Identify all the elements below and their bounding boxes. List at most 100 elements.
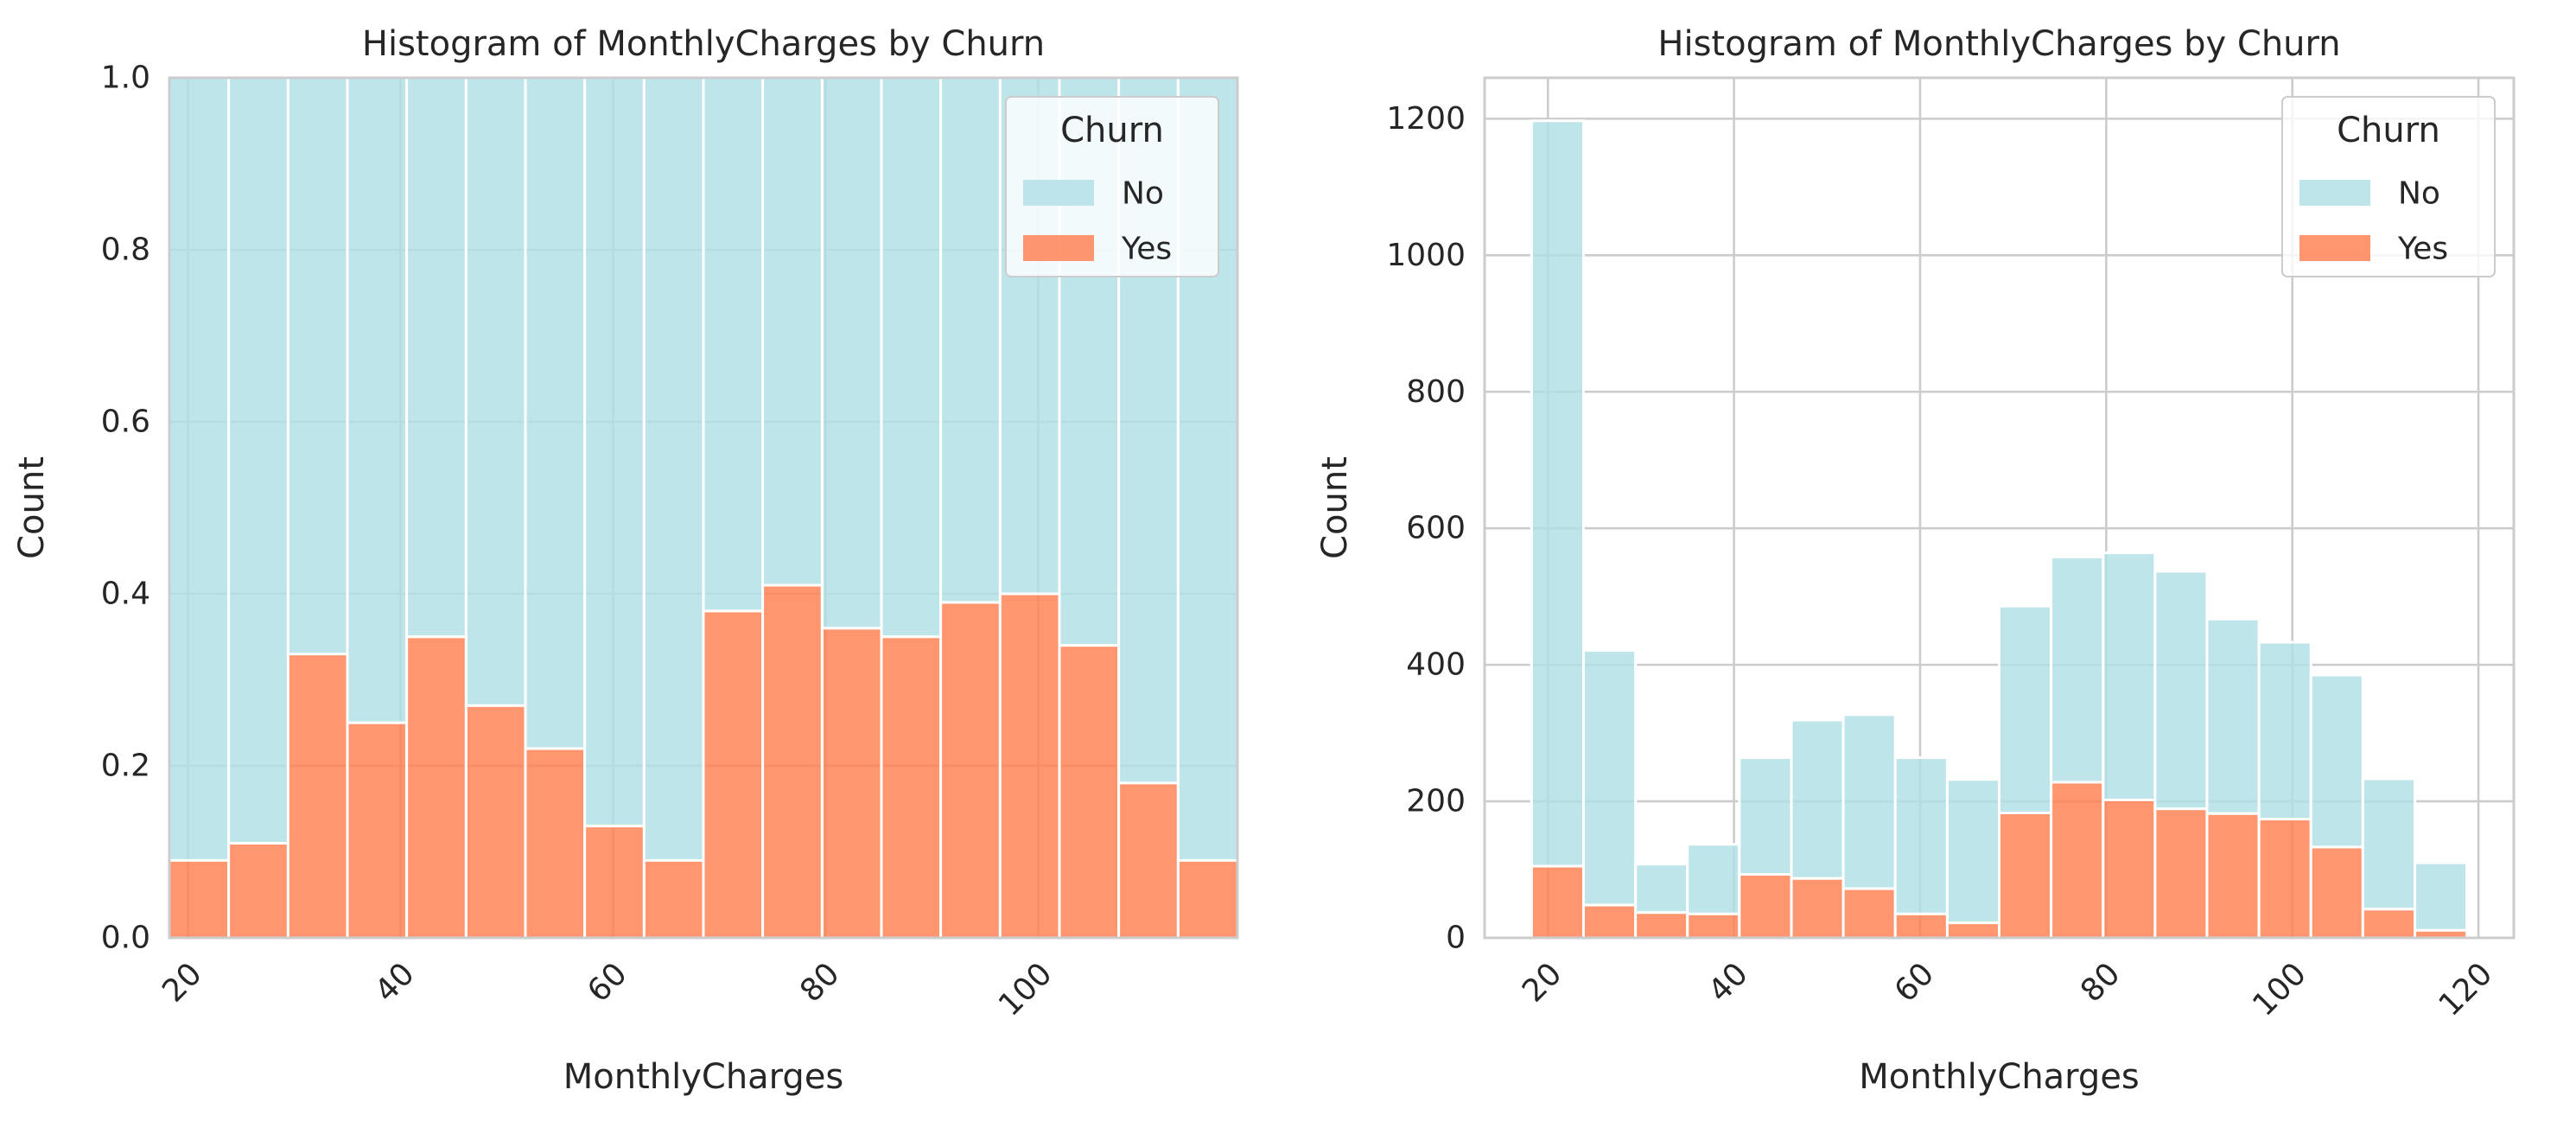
bar-yes [1058,644,1121,940]
y-tick-label: 600 [1406,511,1466,546]
bar-no [1790,718,1845,880]
y-tick-label: 200 [1406,784,1466,819]
y-tick-label: 0.6 [101,405,150,440]
bar-no [1841,713,1897,890]
bar-yes [1790,876,1845,940]
bar-yes [820,627,883,940]
y-tick-label: 0.4 [101,577,150,612]
bar-yes [2205,812,2261,940]
bars [1530,119,2469,940]
bar-no [524,76,587,750]
bar-yes [168,858,231,940]
y-tick-labels: 0.0 0.2 0.4 0.6 0.8 1.0 [101,61,150,956]
bar-yes [998,592,1061,940]
bar-yes [1945,921,2001,940]
legend-label-no: No [1122,176,1164,212]
bar-yes [405,635,467,940]
axes-frame [168,76,1239,940]
x-axis-label: MonthlyCharges [1859,1057,2140,1097]
bar-yes [1998,811,2053,940]
bar-yes [1117,781,1180,940]
y-tick-label: 0.2 [101,749,150,784]
legend-swatch-yes [2299,235,2370,261]
bar-yes [1738,873,1793,940]
bar-yes [2102,798,2157,940]
x-axis-label: MonthlyCharges [563,1057,844,1097]
bar-no [2050,555,2105,784]
bar-no [1530,119,1585,868]
legend-box [2281,96,2496,277]
bar-no [286,76,349,656]
bar-yes [1581,903,1638,940]
x-tick-label: 80 [2074,956,2127,1009]
bar-yes [702,609,765,940]
bar-no [2153,570,2209,811]
axes-frame [1483,76,2516,940]
bar-no [1634,863,1689,915]
y-tick-label: 1000 [1386,238,1466,273]
bar-no [1738,756,1793,876]
y-tick-labels: 0 200 400 600 800 1000 1200 [1386,101,1466,956]
bars [168,76,1239,940]
legend: Churn No Yes [2281,96,2496,277]
bar-yes [286,653,349,940]
bar-yes [2257,818,2312,940]
bar-yes [1686,912,1741,940]
y-tick-label: 0.0 [101,921,150,956]
bar-yes [1176,858,1239,940]
bar-yes [464,704,527,940]
bar-no [346,76,409,724]
bar-yes [2361,908,2417,940]
bar-yes [1841,887,1897,940]
bar-yes [2050,781,2105,940]
bar-no [1581,649,1638,907]
bar-yes [346,721,409,940]
x-tick-labels: 20 40 60 80 100 120 [1516,956,2499,1023]
bar-no [464,76,527,707]
bar-yes [1893,912,1949,940]
y-axis-label: Count [1315,456,1355,559]
y-tick-label: 0 [1446,921,1466,956]
y-tick-label: 1.0 [101,61,150,96]
bar-no [2257,640,2312,821]
bar-no [702,76,765,613]
legend-label-yes: Yes [1121,232,1172,267]
x-tick-label: 100 [992,956,1059,1023]
bar-no [1998,604,2053,814]
bar-no [1686,843,1741,915]
bar-no [1893,756,1949,915]
bar-yes [761,583,824,940]
x-tick-label: 40 [1701,956,1754,1009]
bar-no [2361,777,2417,911]
x-tick-label: 40 [368,956,421,1009]
bar-no [820,76,883,630]
y-tick-label: 0.8 [101,233,150,268]
legend-title: Churn [2337,111,2440,150]
x-tick-label: 20 [1516,956,1568,1009]
bar-yes [939,601,1002,940]
y-tick-label: 1200 [1386,101,1466,137]
bar-yes [642,858,705,940]
bar-no [227,76,289,845]
bar-yes [583,825,646,940]
bar-yes [524,747,587,940]
legend-label-no: No [2398,176,2440,212]
x-tick-label: 60 [581,956,633,1009]
y-axis-label: Count [12,456,52,559]
bar-no [2309,673,2364,849]
x-tick-label: 20 [156,956,208,1009]
bar-no [168,76,231,862]
bar-no [761,76,824,587]
bar-no [583,76,646,828]
bar-yes [227,842,289,940]
bar-no [2205,617,2261,815]
y-tick-label: 400 [1406,647,1466,683]
bar-no [880,76,943,639]
legend-title: Churn [1060,111,1164,150]
x-tick-label: 120 [2433,956,2500,1023]
x-tick-label: 100 [2246,956,2313,1023]
bar-no [642,76,705,862]
chart-1: 20 40 60 80 100 0.0 0.2 0.4 0.6 0.8 1.0 Histogram o… [12,24,1239,1097]
